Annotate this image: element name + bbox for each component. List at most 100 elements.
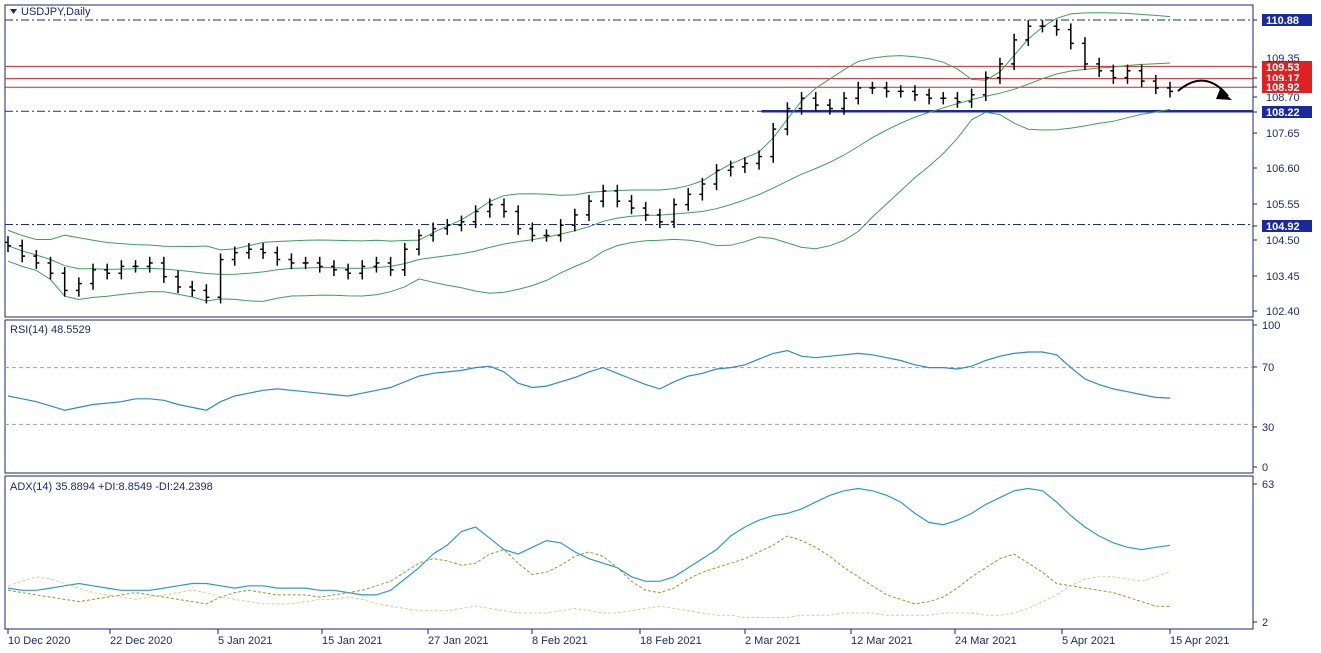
ohlc-bar <box>1067 23 1074 50</box>
ohlc-bar <box>911 85 918 101</box>
ohlc-bar <box>940 92 947 105</box>
ohlc-bar <box>1167 81 1173 98</box>
ohlc-bar <box>557 219 564 242</box>
ohlc-bar <box>685 188 692 211</box>
price-label-box <box>1262 61 1312 73</box>
ohlc-bar <box>132 260 139 273</box>
ohlc-bar <box>1081 37 1088 71</box>
ohlc-bar <box>1025 20 1032 47</box>
ohlc-bar <box>217 253 224 304</box>
ohlc-bar <box>543 229 550 242</box>
ohlc-bar <box>571 208 578 232</box>
ohlc-bar <box>146 256 153 273</box>
ohlc-bar <box>458 215 465 232</box>
ohlc-bar <box>1011 33 1018 71</box>
price-label: 109.53 <box>1266 62 1300 74</box>
x-label: 15 Jan 2021 <box>322 635 383 647</box>
ohlc-bar <box>529 222 536 242</box>
ohlc-bar <box>713 164 720 191</box>
ohlc-bar <box>883 81 890 98</box>
x-label: 10 Dec 2020 <box>8 635 70 647</box>
ohlc-bar <box>5 236 11 252</box>
ohlc-bar <box>330 260 337 276</box>
price-label: 103.45 <box>1266 271 1300 283</box>
ohlc-bar <box>33 249 40 270</box>
ohlc-bar <box>274 246 281 266</box>
adx-panel-frame <box>4 475 1254 630</box>
x-label: 27 Jan 2021 <box>428 635 489 647</box>
x-label: 8 Feb 2021 <box>532 635 588 647</box>
ohlc-bar <box>798 92 805 115</box>
ohlc-bar <box>1039 20 1046 33</box>
rsi-layer <box>5 349 1253 425</box>
ohlc-bar <box>826 98 833 115</box>
ohlc-bar <box>500 198 507 218</box>
ohlc-bar <box>472 205 479 228</box>
x-label: 18 Feb 2021 <box>640 635 702 647</box>
ohlc-bar <box>19 239 26 263</box>
ohlc-bar <box>430 222 437 242</box>
ohlc-bar <box>373 256 380 273</box>
rsi-label: 0 <box>1262 462 1268 474</box>
adx-layer <box>7 487 1171 618</box>
dropdown-triangle-icon[interactable] <box>10 9 17 14</box>
price-label-partial: 109.35 <box>1266 53 1300 65</box>
ohlc-bar <box>968 88 975 108</box>
ohlc-bar <box>926 88 933 105</box>
price-label: 108.92 <box>1266 82 1300 94</box>
ohlc-bar <box>90 263 97 290</box>
ohlc-bar <box>699 177 706 201</box>
ohlc-bar <box>600 184 607 208</box>
ohlc-bar <box>1152 74 1159 95</box>
adx-label: 63 <box>1262 479 1274 491</box>
ohlc-bar <box>855 81 862 105</box>
adx-title: ADX(14) 35.8894 +DI:8.8549 -DI:24.2398 <box>10 481 213 493</box>
ohlc-bar <box>260 243 267 259</box>
ohlc-bar <box>203 284 210 304</box>
adx-label: 2 <box>1262 617 1268 629</box>
ohlc-bar <box>642 201 649 222</box>
ohlc-bar <box>586 195 592 222</box>
axis-layer: 110.88109.53109.17108.92108.70108.22107.… <box>7 14 1312 647</box>
ohlc-bar <box>75 277 82 297</box>
price-label: 105.55 <box>1266 199 1300 211</box>
ohlc-bar <box>104 263 111 280</box>
ohlc-bar <box>656 208 663 228</box>
x-label: 2 Mar 2021 <box>745 635 801 647</box>
ohlc-bar <box>415 229 422 256</box>
ohlc-bar <box>61 267 68 297</box>
rsi-title: RSI(14) 48.5529 <box>10 324 91 336</box>
ohlc-bar <box>756 150 763 170</box>
x-label: 24 Mar 2021 <box>955 635 1017 647</box>
ohlc-bar <box>401 243 408 276</box>
x-label: 15 Apr 2021 <box>1170 635 1229 647</box>
rsi-line <box>7 349 1171 411</box>
rsi-label: 100 <box>1262 320 1280 332</box>
rsi-label: 70 <box>1262 362 1274 374</box>
price-label-box <box>1262 81 1312 93</box>
ohlc-bar <box>288 253 295 270</box>
price-label-box <box>1262 220 1312 232</box>
ohlc-bar <box>444 219 451 235</box>
x-label: 22 Dec 2020 <box>110 635 172 647</box>
ohlc-bar <box>869 81 876 95</box>
x-label: 5 Jan 2021 <box>218 635 272 647</box>
ohlc-bar <box>741 157 748 174</box>
ohlc-bar <box>175 270 182 294</box>
ohlc-bar <box>160 256 167 283</box>
ohlc-bar <box>954 92 961 108</box>
ohlc-bar <box>841 92 848 115</box>
ohlc-bar <box>628 195 635 215</box>
plus-di-line <box>7 535 1171 607</box>
ohlc-bar <box>1110 64 1117 84</box>
bollinger-lower-line <box>7 108 1171 302</box>
price-label: 108.22 <box>1266 107 1300 119</box>
ohlc-bar <box>727 160 734 177</box>
minus-di-line <box>7 571 1171 618</box>
forecast-arrow-head-icon <box>1216 89 1232 100</box>
price-label: 104.92 <box>1266 221 1300 233</box>
x-label: 5 Apr 2021 <box>1062 635 1115 647</box>
ohlc-bar <box>189 280 196 297</box>
